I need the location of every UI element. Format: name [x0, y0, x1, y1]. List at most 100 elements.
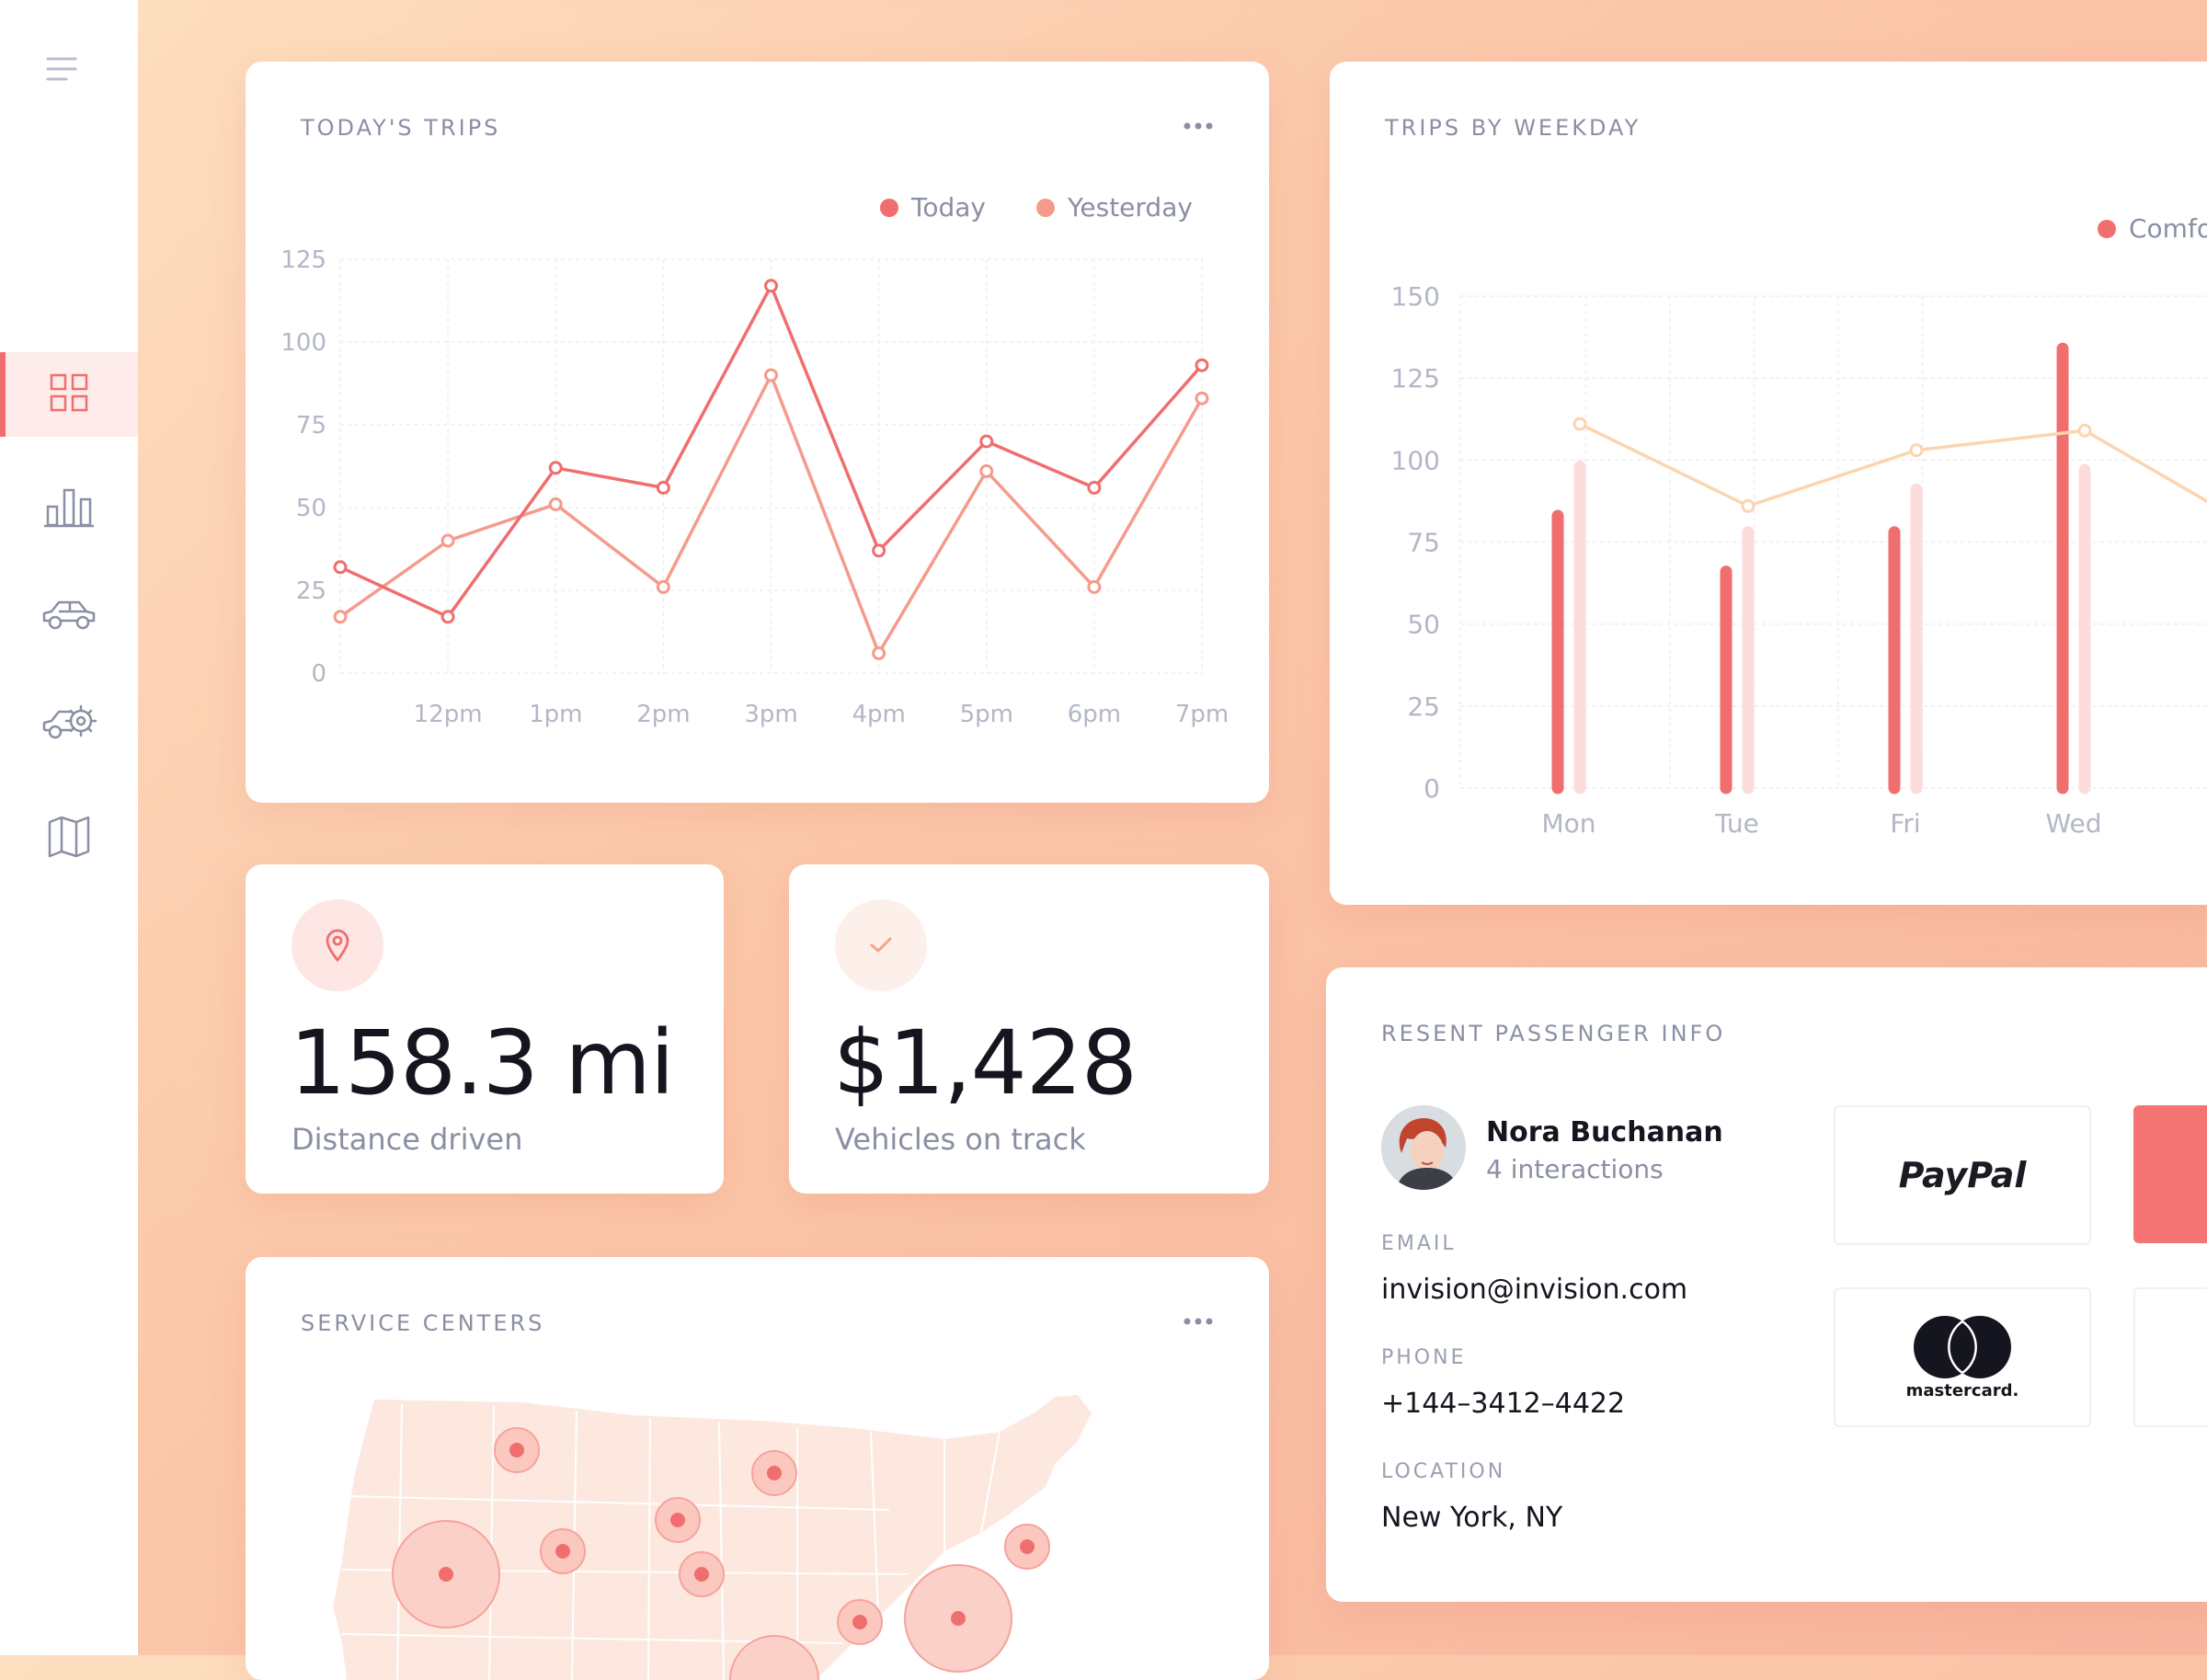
sidebar-item-service[interactable]	[0, 682, 138, 767]
y-tick-label: 75	[1407, 528, 1440, 558]
sidebar-item-map[interactable]	[0, 796, 138, 881]
card-title: SERVICE CENTERS	[301, 1310, 545, 1336]
mastercard-logo-icon	[1914, 1315, 2011, 1378]
y-tick-label: 125	[280, 246, 326, 274]
paypal-logo: PayPal	[1898, 1155, 2027, 1195]
car-gear-icon	[40, 699, 97, 750]
location-value: New York, NY	[1381, 1502, 1563, 1534]
x-tick-label: 4pm	[852, 701, 905, 728]
chart-grid	[1459, 295, 2207, 789]
sidebar-item-vehicles[interactable]	[0, 574, 138, 658]
selected-payment-option[interactable]	[2133, 1105, 2207, 1243]
data-point	[1909, 443, 1924, 458]
y-tick-label: 0	[311, 660, 326, 688]
data-point	[1087, 480, 1102, 495]
sidebar-item-stats[interactable]	[0, 467, 138, 552]
data-point	[656, 480, 670, 495]
stat-value: 158.3 mi	[290, 1011, 675, 1114]
data-point	[548, 461, 563, 475]
paypal-option[interactable]: PayPal	[1834, 1105, 2091, 1245]
x-tick-label: 2pm	[636, 701, 690, 728]
data-point	[548, 497, 563, 511]
card-title: TODAY'S TRIPS	[301, 115, 501, 141]
legend-yesterday: Yesterday	[1036, 192, 1193, 223]
passenger-name: Nora Buchanan	[1486, 1116, 1723, 1149]
data-point	[1741, 498, 1755, 513]
y-tick-label: 75	[296, 412, 326, 440]
data-point	[656, 579, 670, 594]
legend-label: Comfo	[2129, 213, 2207, 244]
grid-icon	[49, 372, 89, 417]
phone-value: +144–3412–4422	[1381, 1388, 1626, 1420]
trips-by-weekday-card: TRIPS BY WEEKDAY Comfo 0 25 50 75 100 125 150 M…	[1330, 62, 2207, 905]
legend-dot	[1036, 198, 1055, 217]
y-tick-label: 0	[1424, 773, 1440, 804]
stat-label: Distance driven	[292, 1122, 523, 1157]
todays-trips-card: TODAY'S TRIPS Today Yesterday 0 25 50 75 100…	[246, 62, 1269, 803]
data-point	[979, 463, 994, 478]
us-map	[333, 1395, 1092, 1680]
distance-card: 158.3 mi Distance driven	[246, 864, 724, 1194]
data-point	[440, 533, 455, 548]
data-point	[1087, 579, 1102, 594]
legend-comfort: Comfo	[2098, 213, 2207, 244]
x-tick-label: 7pm	[1175, 701, 1229, 728]
data-point	[1195, 391, 1209, 406]
series-line	[1579, 422, 2207, 509]
x-tick-label: Fri	[1890, 808, 1920, 839]
legend-dot	[2098, 219, 2116, 238]
legend-dot	[880, 198, 898, 217]
y-tick-label: 25	[1407, 691, 1440, 722]
mastercard-option[interactable]: mastercard.	[1834, 1287, 2091, 1427]
chart-grid	[339, 258, 1203, 674]
stat-label: Vehicles on track	[835, 1122, 1086, 1157]
x-tick-label: Tue	[1714, 808, 1759, 839]
card-title: RESENT PASSENGER INFO	[1381, 1021, 1726, 1046]
x-tick-label: 6pm	[1068, 701, 1121, 728]
payment-option[interactable]	[2133, 1287, 2207, 1427]
x-tick-label: 5pm	[960, 701, 1013, 728]
data-point	[1572, 417, 1587, 431]
y-tick-label: 50	[1407, 610, 1440, 640]
more-options-icon[interactable]	[1180, 117, 1217, 135]
more-options-icon[interactable]	[1180, 1312, 1217, 1331]
passenger-interactions: 4 interactions	[1486, 1154, 1664, 1184]
x-tick-label: 1pm	[529, 701, 582, 728]
data-point	[979, 434, 994, 449]
data-point	[764, 368, 778, 383]
y-tick-label: 125	[1391, 363, 1440, 394]
car-icon	[40, 597, 97, 635]
mastercard-label: mastercard.	[1905, 1380, 2019, 1400]
data-point	[764, 279, 778, 293]
passenger-info-card: RESENT PASSENGER INFO Nora Buchanan 4 in…	[1326, 967, 2207, 1602]
x-tick-label: 12pm	[414, 701, 483, 728]
todays-trips-chart: 0 25 50 75 100 125 12pm 1pm 2pm 3pm 4pm 5pm 6pm 7pm	[280, 246, 1229, 728]
data-point	[333, 610, 348, 624]
data-point	[2077, 423, 2092, 438]
y-tick-label: 150	[1391, 281, 1440, 312]
x-tick-label: Mon	[1541, 808, 1595, 839]
x-tick-label: Wed	[2045, 808, 2101, 839]
y-tick-label: 25	[296, 577, 326, 605]
vehicles-card: $1,428 Vehicles on track	[789, 864, 1269, 1194]
email-value: invision@invision.com	[1381, 1274, 1688, 1306]
data-point	[440, 610, 455, 624]
sidebar-item-dashboard[interactable]	[0, 352, 138, 437]
card-title: TRIPS BY WEEKDAY	[1385, 115, 1641, 141]
y-tick-label: 100	[1391, 445, 1440, 475]
y-tick-label: 50	[296, 495, 326, 522]
legend-label: Yesterday	[1068, 192, 1193, 223]
y-tick-label: 100	[280, 329, 326, 357]
data-point	[872, 646, 886, 660]
email-label: EMAIL	[1381, 1232, 1457, 1255]
legend-today: Today	[880, 192, 986, 223]
data-point	[872, 543, 886, 558]
menu-icon[interactable]	[46, 55, 77, 83]
sidebar	[0, 0, 138, 1655]
data-point	[333, 560, 348, 575]
data-point	[1195, 358, 1209, 372]
map-icon	[47, 815, 91, 863]
x-tick-label: 3pm	[744, 701, 797, 728]
trips-by-weekday-chart: 0 25 50 75 100 125 150 Mon Tue Fri Wed	[1391, 281, 2207, 839]
avatar[interactable]	[1381, 1105, 1466, 1190]
